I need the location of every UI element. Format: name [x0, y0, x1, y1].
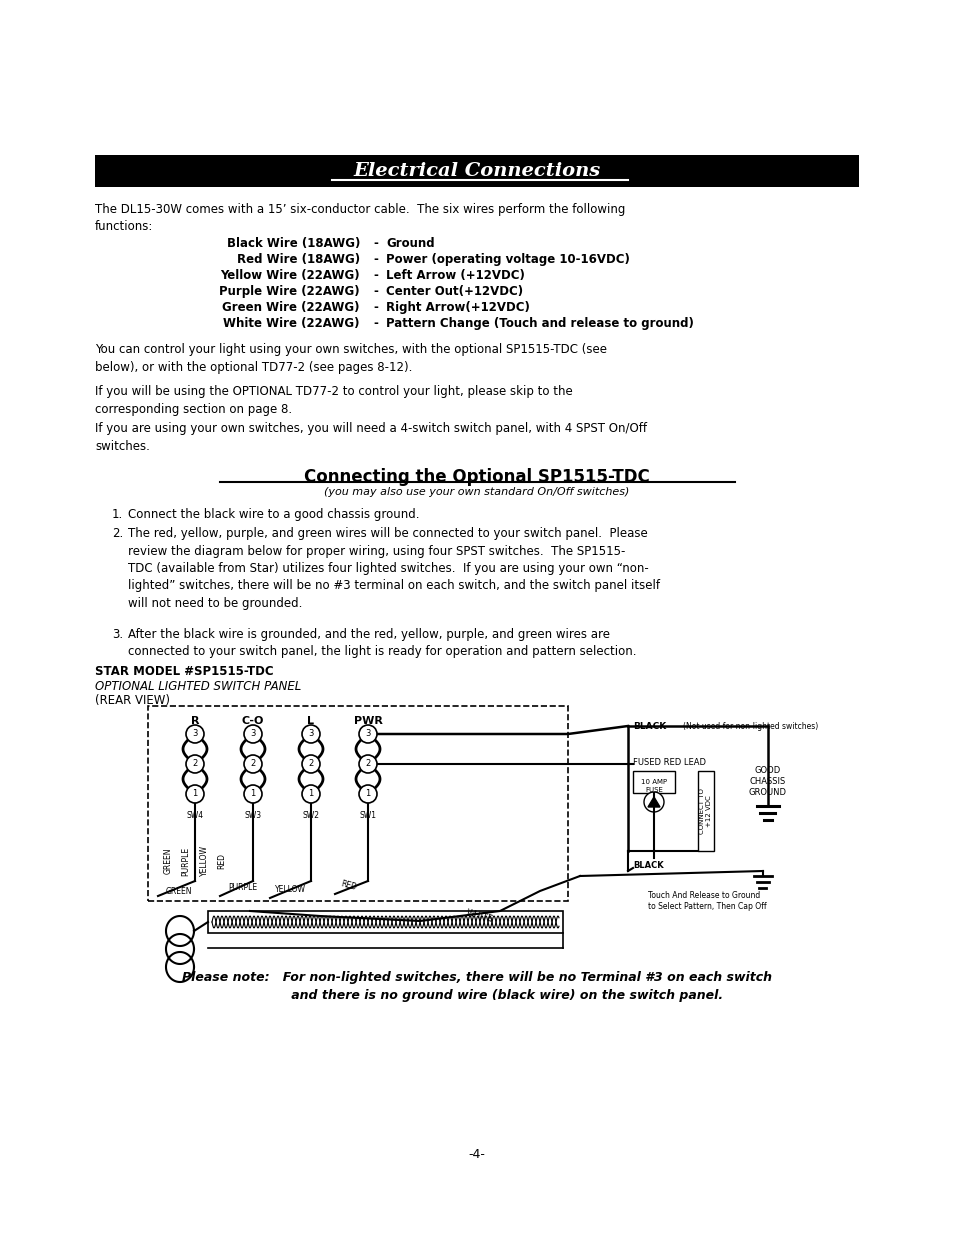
Text: 2.: 2. [112, 527, 123, 540]
Text: 1: 1 [308, 789, 314, 799]
Text: PURPLE: PURPLE [181, 846, 191, 876]
Text: L: L [307, 716, 314, 726]
Text: PURPLE: PURPLE [228, 883, 257, 893]
Circle shape [358, 785, 376, 803]
Text: 3: 3 [193, 730, 197, 739]
Circle shape [302, 755, 319, 773]
Text: GREEN: GREEN [166, 887, 193, 895]
Text: 2: 2 [308, 760, 314, 768]
Text: Purple Wire (22AWG): Purple Wire (22AWG) [219, 285, 359, 298]
Text: After the black wire is grounded, and the red, yellow, purple, and green wires a: After the black wire is grounded, and th… [128, 629, 636, 658]
Text: -: - [373, 237, 377, 249]
Text: Touch And Release to Ground
to Select Pattern, Then Cap Off: Touch And Release to Ground to Select Pa… [647, 890, 766, 911]
Bar [633, 771, 675, 793]
Circle shape [186, 755, 204, 773]
Text: YELLOW: YELLOW [274, 884, 306, 893]
Bar [208, 911, 562, 932]
Text: -: - [373, 285, 377, 298]
Circle shape [244, 755, 262, 773]
Text: -: - [373, 269, 377, 282]
Text: 1: 1 [365, 789, 370, 799]
Text: Red Wire (18AWG): Red Wire (18AWG) [236, 253, 359, 266]
Bar [698, 771, 713, 851]
Text: RED: RED [217, 853, 226, 869]
Text: -: - [373, 253, 377, 266]
Text: 10 AMP: 10 AMP [640, 779, 666, 785]
Text: R: R [191, 716, 199, 726]
Text: Power (operating voltage 10-16VDC): Power (operating voltage 10-16VDC) [386, 253, 629, 266]
Text: YELLOW: YELLOW [199, 846, 209, 877]
Text: Pattern Change (Touch and release to ground): Pattern Change (Touch and release to gro… [386, 317, 693, 330]
Text: Ground: Ground [386, 237, 435, 249]
Text: 3.: 3. [112, 629, 123, 641]
Bar [95, 156, 858, 186]
Text: The red, yellow, purple, and green wires will be connected to your switch panel.: The red, yellow, purple, and green wires… [128, 527, 659, 610]
Bar [148, 706, 567, 902]
Text: SW2: SW2 [302, 811, 319, 820]
Text: -: - [373, 317, 377, 330]
Text: -: - [373, 301, 377, 314]
Text: FUSED RED LEAD: FUSED RED LEAD [633, 758, 705, 767]
Circle shape [186, 725, 204, 743]
Text: You can control your light using your own switches, with the optional SP1515-TDC: You can control your light using your ow… [95, 343, 606, 373]
Text: Connect the black wire to a good chassis ground.: Connect the black wire to a good chassis… [128, 508, 419, 521]
Text: Right Arrow(+12VDC): Right Arrow(+12VDC) [386, 301, 529, 314]
Text: SW3: SW3 [244, 811, 261, 820]
Circle shape [244, 725, 262, 743]
Text: If you are using your own switches, you will need a 4-switch switch panel, with : If you are using your own switches, you … [95, 422, 646, 452]
Text: BLACK: BLACK [633, 862, 663, 871]
Text: WHITE: WHITE [465, 908, 494, 924]
Text: Left Arrow (+12VDC): Left Arrow (+12VDC) [386, 269, 524, 282]
Text: White Wire (22AWG): White Wire (22AWG) [223, 317, 359, 330]
Text: Black Wire (18AWG): Black Wire (18AWG) [227, 237, 359, 249]
Circle shape [643, 792, 663, 811]
Text: Connecting the Optional SP1515-TDC: Connecting the Optional SP1515-TDC [304, 468, 649, 487]
Text: BLACK: BLACK [633, 722, 665, 731]
Text: C-O: C-O [241, 716, 264, 726]
Text: (you may also use your own standard On/Off switches): (you may also use your own standard On/O… [324, 487, 629, 496]
Text: PWR: PWR [354, 716, 382, 726]
Text: 3: 3 [365, 730, 371, 739]
Circle shape [186, 785, 204, 803]
Text: RED: RED [339, 879, 357, 893]
Text: 2: 2 [250, 760, 255, 768]
Text: GREEN: GREEN [163, 847, 172, 874]
Circle shape [302, 785, 319, 803]
Text: SW4: SW4 [186, 811, 203, 820]
Text: If you will be using the OPTIONAL TD77-2 to control your light, please skip to t: If you will be using the OPTIONAL TD77-2… [95, 385, 572, 415]
Text: GOOD
CHASSIS
GROUND: GOOD CHASSIS GROUND [748, 766, 786, 798]
Circle shape [358, 755, 376, 773]
Circle shape [244, 785, 262, 803]
Text: (REAR VIEW): (REAR VIEW) [95, 694, 170, 706]
Text: 3: 3 [308, 730, 314, 739]
Text: The DL15-30W comes with a 15’ six-conductor cable.  The six wires perform the fo: The DL15-30W comes with a 15’ six-conduc… [95, 203, 625, 233]
Text: FUSE: FUSE [644, 787, 662, 793]
Text: Yellow Wire (22AWG): Yellow Wire (22AWG) [220, 269, 359, 282]
Text: STAR MODEL #SP1515-TDC: STAR MODEL #SP1515-TDC [95, 664, 274, 678]
Text: 2: 2 [193, 760, 197, 768]
Text: -4-: -4- [468, 1149, 485, 1161]
Text: 1: 1 [193, 789, 197, 799]
Circle shape [302, 725, 319, 743]
Text: Please note:   For non-lighted switches, there will be no Terminal #3 on each sw: Please note: For non-lighted switches, t… [182, 971, 771, 1002]
Text: OPTIONAL LIGHTED SWITCH PANEL: OPTIONAL LIGHTED SWITCH PANEL [95, 680, 301, 693]
Text: 2: 2 [365, 760, 370, 768]
Text: Center Out(+12VDC): Center Out(+12VDC) [386, 285, 522, 298]
Text: Green Wire (22AWG): Green Wire (22AWG) [222, 301, 359, 314]
Text: Electrical Connections: Electrical Connections [353, 162, 600, 180]
Text: (Not used for non-lighted switches): (Not used for non-lighted switches) [682, 722, 818, 731]
Polygon shape [647, 797, 659, 806]
Text: SW1: SW1 [359, 811, 376, 820]
Circle shape [358, 725, 376, 743]
Text: 1.: 1. [112, 508, 123, 521]
Text: CONNECT TO
+12 VDC: CONNECT TO +12 VDC [699, 788, 712, 834]
Text: 3: 3 [250, 730, 255, 739]
Text: 1: 1 [250, 789, 255, 799]
